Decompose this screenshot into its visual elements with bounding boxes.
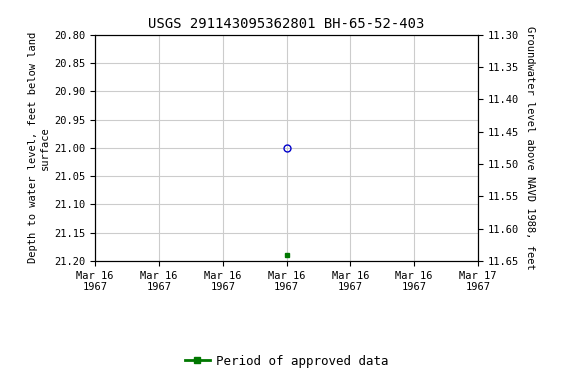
Y-axis label: Groundwater level above NAVD 1988, feet: Groundwater level above NAVD 1988, feet bbox=[525, 26, 535, 270]
Y-axis label: Depth to water level, feet below land
surface: Depth to water level, feet below land su… bbox=[28, 32, 50, 263]
Legend: Period of approved data: Period of approved data bbox=[180, 350, 393, 373]
Title: USGS 291143095362801 BH-65-52-403: USGS 291143095362801 BH-65-52-403 bbox=[149, 17, 425, 31]
